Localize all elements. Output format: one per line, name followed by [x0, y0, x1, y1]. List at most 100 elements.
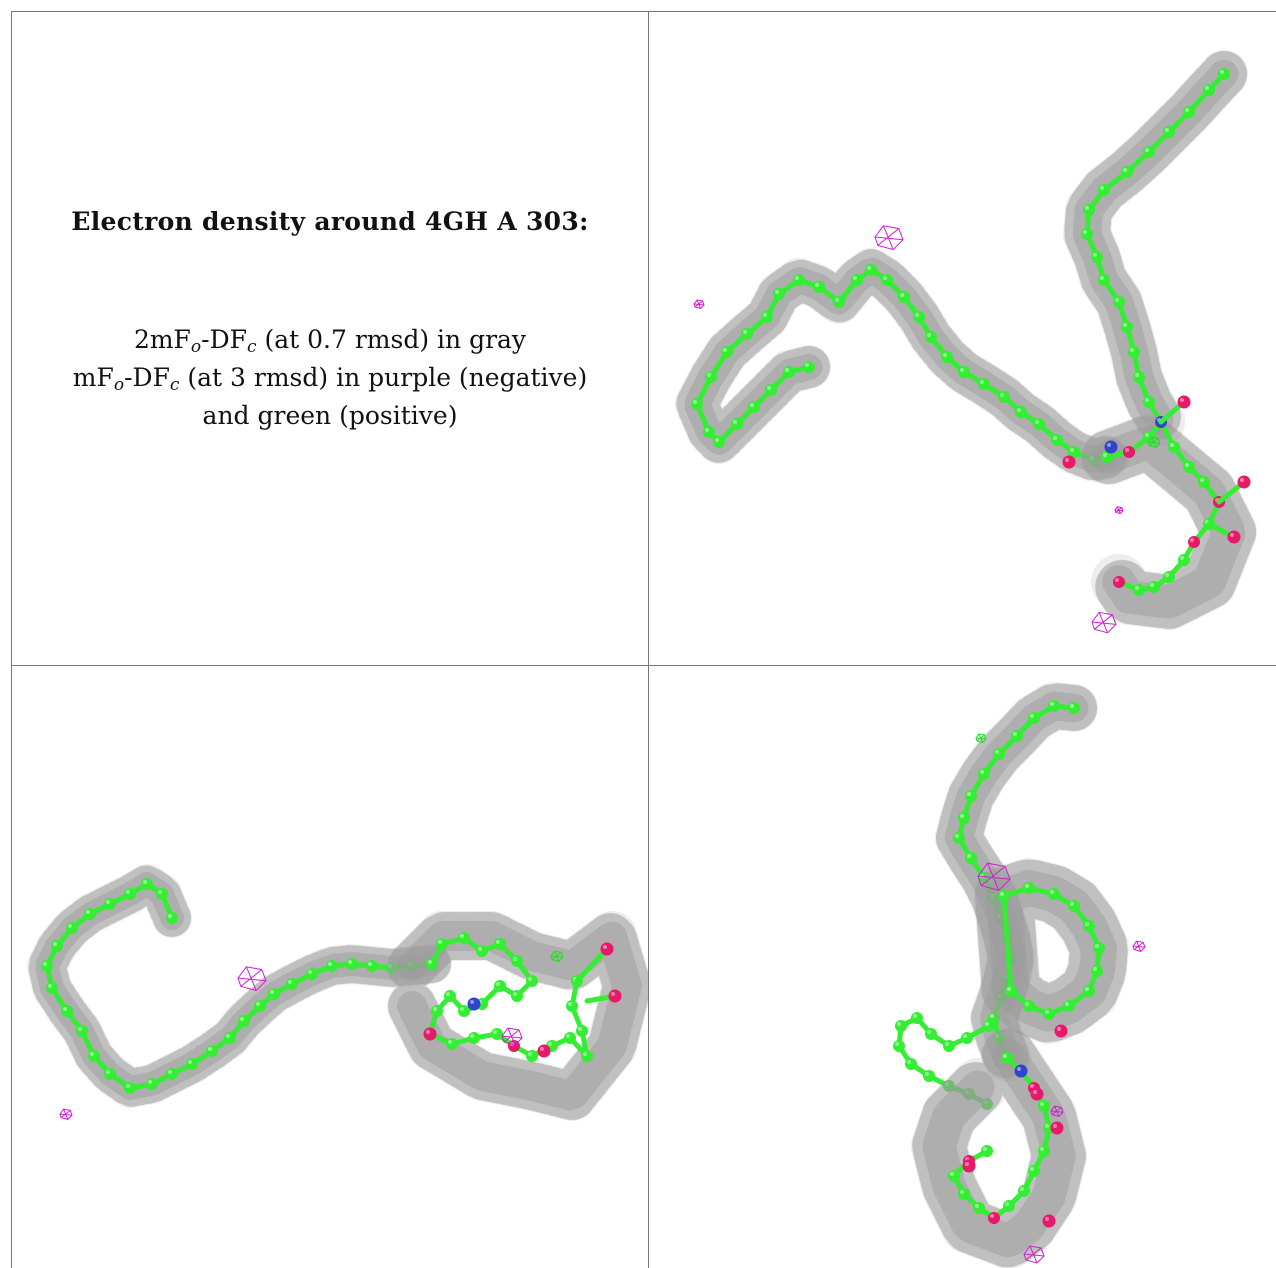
- carbon-atom: [1183, 106, 1195, 118]
- ligand-chain-a: [691, 264, 1113, 466]
- carbon-atom: [1143, 396, 1155, 408]
- oxygen-atom: [962, 1159, 976, 1173]
- carbon-atom: [1178, 554, 1190, 566]
- carbon-atom: [1023, 882, 1035, 894]
- carbon-atom: [961, 1032, 973, 1044]
- carbon-atom: [1198, 476, 1210, 488]
- grid-divider-horizontal: [11, 665, 1276, 666]
- carbon-atom: [564, 1032, 576, 1044]
- carbon-atom: [346, 958, 358, 970]
- caption-title: Electron density around 4GH A 303:: [71, 207, 589, 236]
- carbon-atom: [913, 311, 925, 323]
- carbon-atom: [911, 1012, 923, 1024]
- carbon-atom: [1038, 1100, 1050, 1112]
- molecule-view-2: [12, 666, 648, 1268]
- carbon-atom: [581, 1050, 593, 1062]
- carbon-atom: [494, 938, 506, 950]
- carbon-atom: [104, 898, 116, 910]
- carbon-atom: [526, 1050, 538, 1062]
- carbon-atom: [224, 1032, 236, 1044]
- carbon-atom: [993, 748, 1005, 760]
- carbon-atom: [1203, 84, 1215, 96]
- carbon-atom: [468, 1032, 480, 1044]
- carbon-atom: [511, 955, 523, 967]
- carbon-atom: [254, 1000, 266, 1012]
- carbon-atom: [1083, 204, 1095, 216]
- carbon-atom: [1038, 1145, 1050, 1157]
- carbon-atom: [1098, 274, 1110, 286]
- carbon-atom: [1081, 228, 1093, 240]
- carbon-atom: [1011, 730, 1023, 742]
- carbon-atom: [1018, 1185, 1030, 1197]
- carbon-atom: [1033, 418, 1045, 430]
- carbon-atom: [965, 852, 977, 864]
- oxygen-atom: [1237, 475, 1251, 489]
- carbon-atom: [1051, 434, 1063, 446]
- carbon-atom: [851, 274, 863, 286]
- carbon-atom: [286, 978, 298, 990]
- carbon-atom: [705, 371, 717, 383]
- carbon-atom: [998, 890, 1010, 902]
- nitrogen-atom: [467, 997, 481, 1011]
- oxygen-atom: [988, 1212, 1000, 1224]
- carbon-atom: [1163, 126, 1175, 138]
- caption-line-2fofc: 2mFo-DFc (at 0.7 rmsd) in gray: [133, 325, 527, 357]
- carbon-atom: [1121, 321, 1133, 333]
- carbon-atom: [833, 296, 845, 308]
- carbon-atom: [84, 908, 96, 920]
- carbon-atom: [446, 1038, 458, 1050]
- caption-line-positive: and green (positive): [202, 401, 458, 430]
- carbon-atom: [958, 366, 970, 378]
- carbon-atom: [104, 1068, 116, 1080]
- carbon-atom: [895, 1020, 907, 1032]
- density-mesh-chain-c: [27, 864, 452, 1108]
- density-mesh-cluster: [387, 911, 648, 1121]
- carbon-atom: [1098, 184, 1110, 196]
- carbon-atom: [813, 281, 825, 293]
- oxygen-atom: [1042, 1214, 1056, 1228]
- carbon-atom: [1128, 346, 1140, 358]
- molecule-view-1-image: [675, 50, 1257, 634]
- carbon-atom: [893, 1040, 905, 1052]
- molecule-view-3: [649, 666, 1276, 1268]
- caption-description: 2mFo-DFc (at 0.7 rmsd) in gray mFo-DFc (…: [11, 321, 649, 435]
- carbon-atom: [731, 418, 743, 430]
- carbon-atom: [761, 311, 773, 323]
- carbon-atom: [981, 1145, 993, 1157]
- carbon-atom: [306, 968, 318, 980]
- carbon-atom: [1133, 371, 1145, 383]
- figure-grid: Electron density around 4GH A 303: 2mFo-…: [11, 11, 1276, 1268]
- caption-line-fofc: mFo-DFc (at 3 rmsd) in purple (negative): [72, 363, 588, 395]
- carbon-atom: [66, 922, 78, 934]
- carbon-atom: [51, 940, 63, 952]
- carbon-atom: [898, 291, 910, 303]
- carbon-atom: [943, 1040, 955, 1052]
- carbon-atom: [783, 366, 795, 378]
- molecule-view-1: [649, 12, 1276, 665]
- carbon-atom: [511, 990, 523, 1002]
- carbon-atom: [925, 331, 937, 343]
- negative-density-blob: [501, 1027, 523, 1046]
- carbon-atom: [998, 391, 1010, 403]
- oxygen-atom: [1123, 446, 1135, 458]
- nitrogen-atom: [1104, 440, 1118, 454]
- carbon-atom: [721, 346, 733, 358]
- carbon-atom: [166, 1068, 178, 1080]
- carbon-atom: [1101, 451, 1113, 463]
- carbon-atom: [978, 768, 990, 780]
- carbon-atom: [41, 960, 53, 972]
- carbon-atom: [1048, 700, 1060, 712]
- ligand-chain-b: [1081, 68, 1230, 428]
- density-mesh-chain-b: [1063, 50, 1248, 446]
- carbon-atom: [141, 878, 153, 890]
- carbon-atom: [948, 1170, 960, 1182]
- carbon-atom: [124, 888, 136, 900]
- carbon-atom: [566, 1000, 578, 1012]
- carbon-atom: [1143, 431, 1155, 443]
- carbon-atom: [703, 426, 715, 438]
- oxygen-atom: [600, 942, 614, 956]
- carbon-atom: [1048, 888, 1060, 900]
- carbon-atom: [166, 912, 178, 924]
- carbon-atom: [46, 982, 58, 994]
- carbon-atom: [773, 288, 785, 300]
